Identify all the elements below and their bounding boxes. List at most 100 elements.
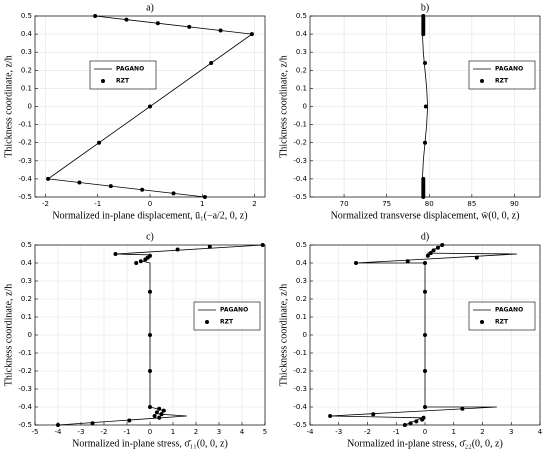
y-tick-label: 0.4 — [21, 30, 33, 38]
data-point — [134, 261, 139, 265]
data-point — [97, 140, 102, 145]
y-tick-label: -0.3 — [18, 385, 32, 393]
x-tick-label: -1 — [393, 428, 400, 436]
data-point — [124, 17, 129, 22]
data-point — [56, 423, 60, 427]
legend-box — [468, 301, 536, 331]
x-tick-label: 70 — [340, 200, 349, 208]
y-tick-label: -0.5 — [293, 421, 307, 429]
data-point — [171, 191, 176, 196]
legend-label: RZT — [220, 319, 234, 326]
data-point — [249, 32, 254, 37]
y-tick-label: 0.2 — [296, 66, 307, 74]
y-tick-label: -0.4 — [293, 403, 307, 411]
y-tick-label: -0.4 — [18, 403, 32, 411]
y-tick-label: -0.2 — [293, 367, 307, 375]
y-tick-label: 0.3 — [296, 277, 307, 285]
legend-box — [193, 301, 261, 331]
y-tick-label: -0.3 — [293, 157, 307, 165]
data-point — [46, 176, 51, 181]
panel: -2 -1 0 1 2 -0.5 -0.4 -0.3 -0.2 -0.1 0 0.1 0.2 0.3 0.4… — [3, 2, 266, 221]
x-tick-label: 1 — [171, 428, 175, 436]
x-tick-label: 1 — [200, 200, 204, 208]
legend: PAGANO RZT — [89, 60, 157, 90]
y-axis-label: Thickness coordinate, z/h — [3, 284, 14, 386]
data-point — [423, 289, 427, 294]
y-tick-label: -0.2 — [18, 139, 32, 147]
data-point — [431, 248, 436, 253]
legend-label: RZT — [495, 319, 509, 326]
y-tick-label: -0.2 — [18, 367, 32, 375]
x-axis-label: Normalized transverse displacement, w̄(0… — [331, 210, 520, 221]
y-tick-label: 0 — [28, 103, 32, 111]
y-tick-label: 0.2 — [21, 66, 32, 74]
x-tick-label: 75 — [382, 200, 391, 208]
data-point — [440, 243, 445, 247]
legend-marker — [480, 79, 484, 83]
data-point — [421, 176, 426, 181]
x-tick-label: 2 — [252, 200, 256, 208]
data-point — [148, 104, 152, 109]
legend: PAGANO RZT — [468, 60, 536, 90]
y-tick-label: 0.5 — [296, 241, 307, 249]
data-point — [148, 369, 152, 373]
data-point — [428, 251, 433, 256]
y-tick-label: 0.1 — [296, 313, 307, 321]
y-tick-label: 0.2 — [296, 295, 307, 303]
data-point — [423, 405, 427, 409]
x-tick-label: -1 — [124, 428, 131, 436]
y-tick-label: 0.1 — [21, 84, 32, 92]
y-tick-label: -0.4 — [293, 175, 307, 183]
data-point — [423, 261, 427, 265]
y-tick-label: -0.3 — [293, 385, 307, 393]
legend-label: PAGANO — [220, 307, 248, 314]
panel: -4 -3 -2 -1 0 1 2 3 4 -0.5 -0.4 -0.3 -0.2 -0.1 0 0.1 0.2… — [278, 231, 542, 449]
y-tick-label: -0.1 — [18, 121, 32, 129]
x-tick-label: 4 — [240, 428, 245, 436]
x-tick-label: 2 — [480, 428, 484, 436]
y-tick-label: -0.5 — [293, 193, 307, 201]
y-tick-label: 0.3 — [296, 48, 307, 56]
data-point — [207, 244, 212, 249]
y-tick-label: 0.2 — [21, 295, 32, 303]
x-tick-label: -4 — [55, 428, 63, 436]
data-point — [474, 255, 479, 260]
data-point — [425, 253, 430, 258]
legend-label: RZT — [116, 78, 130, 85]
data-point — [260, 243, 265, 247]
y-tick-label: -0.4 — [18, 175, 32, 183]
data-point — [421, 415, 426, 420]
data-point — [371, 412, 376, 417]
x-tick-label: 3 — [217, 428, 221, 436]
x-axis-label: Normalized in-plane stress, σ̄₂₂(0, 0, z… — [347, 438, 503, 449]
legend-label: RZT — [495, 78, 509, 85]
legend-label: PAGANO — [495, 307, 523, 314]
y-tick-label: 0 — [303, 331, 307, 339]
data-point — [354, 261, 358, 265]
data-point — [113, 252, 118, 256]
data-point — [460, 406, 465, 411]
data-point — [108, 184, 113, 189]
data-point — [402, 423, 407, 427]
legend-label: PAGANO — [116, 66, 144, 73]
plot-series — [421, 14, 428, 199]
legend-marker — [101, 79, 105, 83]
data-point — [414, 419, 419, 424]
data-point — [148, 253, 152, 258]
legend-label: PAGANO — [495, 66, 523, 73]
y-tick-label: 0.5 — [296, 12, 307, 20]
data-point — [423, 61, 427, 66]
data-point — [152, 414, 157, 418]
data-point — [155, 21, 160, 26]
panel-label: d) — [421, 231, 429, 242]
data-point — [218, 28, 223, 33]
x-tick-label: 80 — [425, 200, 434, 208]
data-point — [148, 289, 152, 294]
y-tick-label: -0.2 — [293, 139, 307, 147]
axes-frame — [34, 15, 266, 198]
y-tick-label: -0.5 — [18, 193, 32, 201]
y-tick-label: -0.1 — [18, 349, 32, 357]
legend-box — [468, 60, 536, 90]
